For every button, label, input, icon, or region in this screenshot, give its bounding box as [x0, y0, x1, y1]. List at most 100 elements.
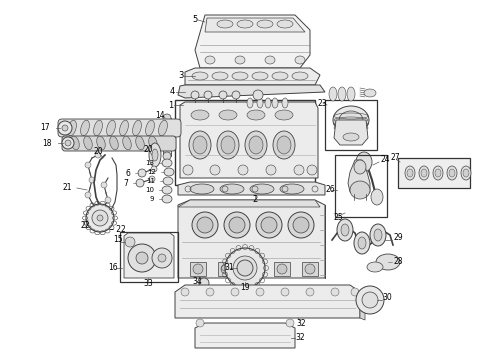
Ellipse shape: [120, 120, 128, 136]
Polygon shape: [124, 233, 174, 278]
Text: 19: 19: [240, 284, 250, 292]
Ellipse shape: [277, 136, 291, 154]
Ellipse shape: [292, 72, 308, 80]
Ellipse shape: [341, 224, 349, 236]
Text: 13: 13: [145, 160, 154, 166]
Text: 20: 20: [93, 148, 102, 157]
Polygon shape: [178, 200, 325, 278]
Ellipse shape: [210, 165, 220, 175]
Ellipse shape: [338, 87, 346, 101]
Ellipse shape: [351, 288, 359, 296]
Bar: [302, 262, 318, 276]
FancyBboxPatch shape: [58, 119, 181, 137]
Text: 32: 32: [295, 333, 305, 342]
Text: 28: 28: [393, 257, 402, 266]
Ellipse shape: [354, 160, 366, 174]
Bar: [190, 262, 206, 276]
Ellipse shape: [128, 244, 156, 272]
Ellipse shape: [447, 166, 457, 180]
Ellipse shape: [277, 20, 293, 28]
Ellipse shape: [84, 136, 92, 150]
Text: 7: 7: [123, 179, 128, 188]
Ellipse shape: [62, 137, 74, 149]
Ellipse shape: [196, 319, 204, 327]
Ellipse shape: [94, 120, 102, 136]
Ellipse shape: [163, 152, 171, 160]
Text: 9: 9: [149, 196, 154, 202]
Ellipse shape: [272, 72, 288, 80]
Ellipse shape: [265, 56, 275, 64]
Bar: [274, 262, 290, 276]
Bar: [175, 100, 315, 185]
Ellipse shape: [364, 89, 376, 97]
Ellipse shape: [421, 169, 427, 177]
Ellipse shape: [149, 176, 155, 182]
Text: 23: 23: [317, 99, 327, 108]
Ellipse shape: [191, 110, 209, 120]
Ellipse shape: [225, 248, 265, 288]
Ellipse shape: [233, 256, 257, 280]
Ellipse shape: [152, 149, 158, 161]
Bar: [246, 262, 262, 276]
Ellipse shape: [257, 98, 263, 108]
Ellipse shape: [181, 288, 189, 296]
Ellipse shape: [347, 87, 355, 101]
Ellipse shape: [237, 20, 253, 28]
Ellipse shape: [358, 237, 366, 249]
Polygon shape: [175, 285, 360, 318]
Text: 32: 32: [296, 319, 306, 328]
Ellipse shape: [105, 197, 111, 203]
Polygon shape: [178, 85, 325, 98]
Ellipse shape: [463, 169, 469, 177]
Bar: [163, 118, 171, 156]
Ellipse shape: [110, 136, 118, 150]
Ellipse shape: [58, 121, 72, 135]
Ellipse shape: [163, 114, 171, 122]
Ellipse shape: [206, 288, 214, 296]
Ellipse shape: [232, 72, 248, 80]
Ellipse shape: [149, 136, 157, 150]
Text: 10: 10: [145, 187, 154, 193]
Polygon shape: [334, 120, 368, 145]
Ellipse shape: [71, 136, 79, 150]
Text: 34: 34: [192, 278, 202, 287]
Ellipse shape: [162, 195, 172, 203]
Ellipse shape: [339, 111, 363, 129]
Ellipse shape: [199, 278, 209, 288]
Ellipse shape: [97, 215, 103, 221]
FancyBboxPatch shape: [62, 136, 176, 151]
Text: 6: 6: [125, 168, 130, 177]
Text: 12: 12: [147, 169, 156, 175]
Ellipse shape: [277, 264, 287, 274]
Ellipse shape: [149, 143, 161, 167]
Ellipse shape: [273, 131, 295, 159]
Ellipse shape: [333, 106, 369, 134]
Ellipse shape: [257, 20, 273, 28]
Ellipse shape: [217, 20, 233, 28]
Ellipse shape: [183, 165, 193, 175]
Ellipse shape: [85, 162, 91, 168]
Ellipse shape: [136, 179, 144, 187]
Text: 4: 4: [170, 87, 175, 96]
Ellipse shape: [125, 237, 135, 247]
Text: 33: 33: [143, 279, 153, 288]
Bar: [120, 232, 178, 282]
Ellipse shape: [221, 136, 235, 154]
Ellipse shape: [305, 264, 315, 274]
Ellipse shape: [256, 212, 282, 238]
Ellipse shape: [350, 181, 370, 199]
Text: 18: 18: [43, 139, 52, 148]
Text: 5: 5: [192, 15, 197, 24]
Ellipse shape: [240, 263, 250, 273]
Ellipse shape: [367, 262, 383, 272]
Ellipse shape: [405, 166, 415, 180]
Ellipse shape: [280, 184, 304, 194]
Ellipse shape: [407, 169, 413, 177]
Text: 29: 29: [393, 234, 403, 243]
Ellipse shape: [337, 219, 353, 241]
Ellipse shape: [192, 72, 208, 80]
Ellipse shape: [191, 91, 199, 99]
Ellipse shape: [293, 217, 309, 233]
Ellipse shape: [189, 131, 211, 159]
Ellipse shape: [220, 184, 244, 194]
